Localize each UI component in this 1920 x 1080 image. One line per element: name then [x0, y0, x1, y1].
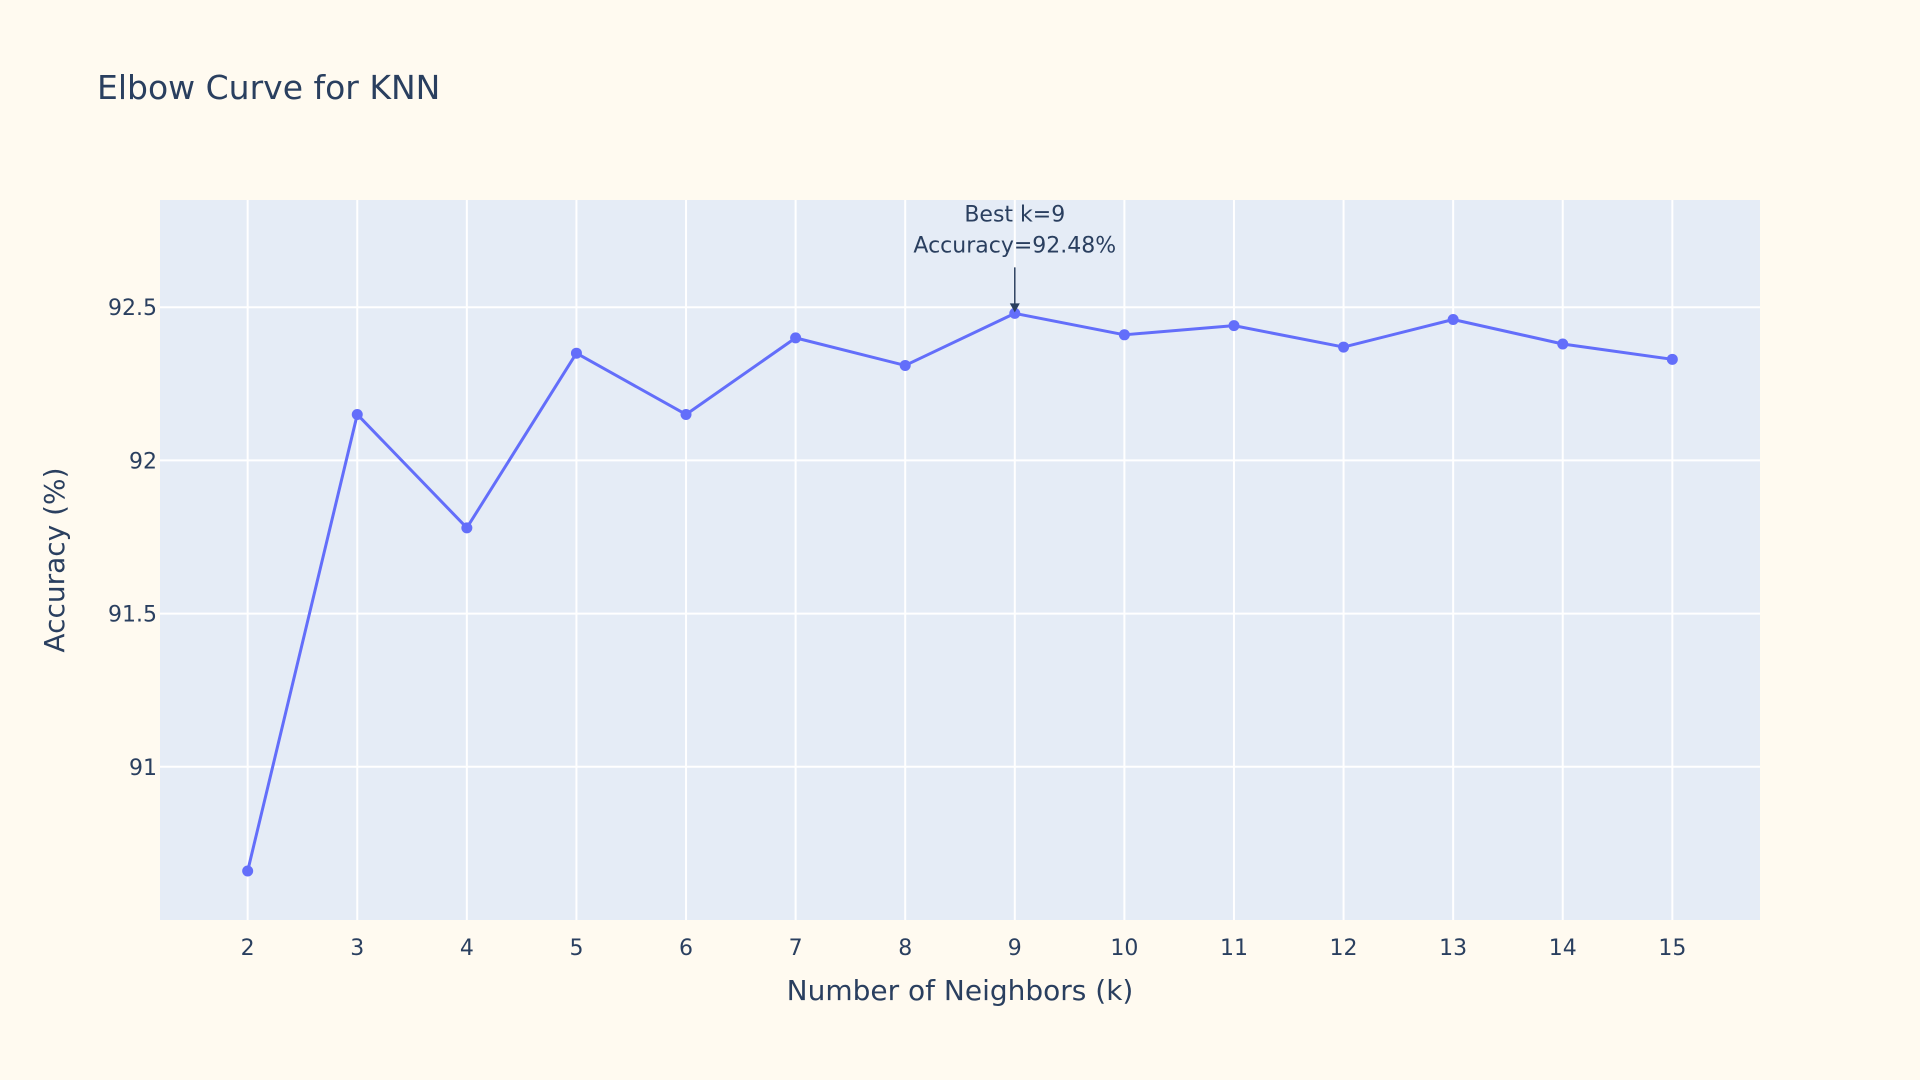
data-point-marker: [351, 408, 363, 420]
annotation-label-accuracy: Accuracy=92.48%: [913, 233, 1116, 258]
data-point-marker: [242, 865, 254, 877]
x-tick-label: 15: [1658, 936, 1686, 961]
data-point-marker: [1447, 313, 1459, 325]
x-tick-label: 9: [1008, 936, 1022, 961]
data-point-marker: [899, 359, 911, 371]
data-point-marker: [570, 347, 582, 359]
x-tick-label: 3: [350, 936, 364, 961]
data-point-marker: [461, 522, 473, 534]
x-axis-ticks: 2 3 4 5 6 7 8 9 10 11 12 13 14 15: [241, 936, 1687, 961]
annotation-arrow-head-icon: [1009, 303, 1020, 313]
x-tick-label: 10: [1110, 936, 1138, 961]
data-point-marker: [680, 408, 692, 420]
annotation-label-best-k: Best k=9: [964, 202, 1065, 227]
x-tick-label: 2: [241, 936, 255, 961]
chart-title: Elbow Curve for KNN: [97, 68, 440, 107]
y-axis-ticks: 91 91.5 92 92.5: [108, 296, 157, 781]
y-tick-label: 91.5: [108, 603, 157, 628]
grid-lines: [160, 200, 1760, 920]
x-tick-label: 12: [1330, 936, 1358, 961]
data-point-marker: [790, 332, 802, 344]
y-tick-label: 92.5: [108, 296, 157, 321]
x-tick-label: 8: [898, 936, 912, 961]
series-line: [246, 311, 1673, 872]
x-tick-label: 6: [679, 936, 693, 961]
x-tick-label: 7: [789, 936, 803, 961]
best-k-annotation: Best k=9 Accuracy=92.48%: [913, 202, 1116, 313]
data-point-marker: [1118, 329, 1130, 341]
data-point-marker: [1666, 353, 1678, 365]
x-tick-label: 11: [1220, 936, 1248, 961]
data-point-marker: [1557, 338, 1569, 350]
y-tick-label: 91: [129, 756, 157, 781]
x-tick-label: 5: [569, 936, 583, 961]
series-layer: [242, 307, 1678, 877]
x-tick-label: 4: [460, 936, 474, 961]
data-point-marker: [1228, 320, 1240, 332]
x-axis-title: Number of Neighbors (k): [787, 974, 1134, 1007]
y-tick-label: 92: [129, 449, 157, 474]
x-tick-label: 13: [1439, 936, 1467, 961]
data-point-marker: [1009, 307, 1021, 319]
data-point-marker: [1338, 341, 1350, 353]
x-tick-label: 14: [1549, 936, 1577, 961]
y-axis-title: Accuracy (%): [38, 467, 71, 652]
plot-area: [160, 200, 1760, 920]
